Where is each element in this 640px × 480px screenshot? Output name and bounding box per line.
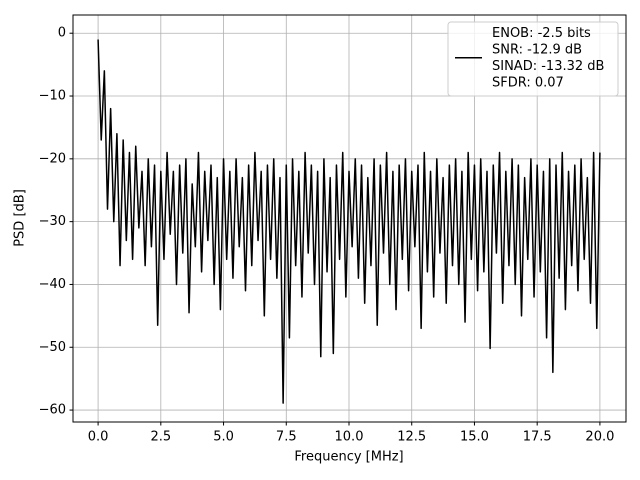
x-tick-label: 2.5 — [150, 430, 171, 445]
x-tick-label: 20.0 — [585, 430, 614, 445]
axes-frame — [72, 14, 627, 423]
x-tick-label: 7.5 — [276, 430, 297, 445]
legend: ENOB: -2.5 bits SNR: -12.9 dB SINAD: -13.3… — [447, 21, 619, 97]
y-tick-label: 0 — [58, 26, 66, 41]
x-tick-label: 17.5 — [523, 430, 552, 445]
y-tick-label: −20 — [39, 151, 66, 166]
y-tick-label: −60 — [39, 403, 66, 418]
x-tick-label: 5.0 — [213, 430, 234, 445]
y-tick-label: −10 — [39, 89, 66, 104]
x-tick-label: 0.0 — [88, 430, 109, 445]
x-tick-label: 10.0 — [335, 430, 364, 445]
legend-box — [447, 21, 619, 97]
line-series — [97, 39, 601, 404]
legend-label: ENOB: -2.5 bits SNR: -12.9 dB SINAD: -13.3… — [492, 26, 604, 91]
y-tick-label: −50 — [39, 340, 66, 355]
plot-area — [97, 39, 601, 404]
x-tick-label: 12.5 — [397, 430, 426, 445]
ticks: 0.0 2.5 5.0 7.5 10.0 12.5 15.0 17.5 20.0 0 −10 −20 −… — [39, 26, 615, 445]
x-tick-label: 15.0 — [460, 430, 489, 445]
y-axis-label: PSD [dB] — [13, 189, 28, 247]
y-tick-label: −30 — [39, 214, 66, 229]
y-tick-label: −40 — [39, 277, 66, 292]
x-axis-label: Frequency [MHz] — [294, 450, 403, 465]
